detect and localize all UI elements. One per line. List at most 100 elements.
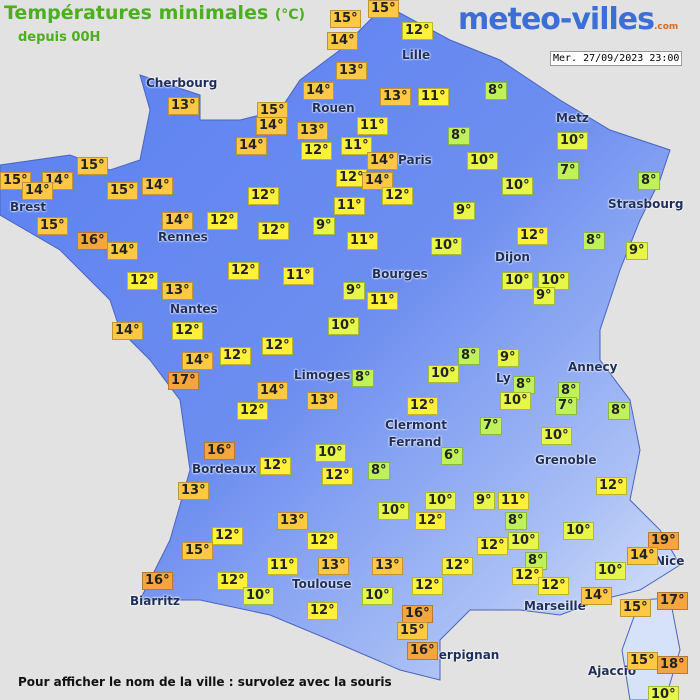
temperature-label: 12° xyxy=(248,187,279,205)
temperature-label: 15° xyxy=(107,182,138,200)
temperature-label: 12° xyxy=(517,227,548,245)
temperature-label: 6° xyxy=(441,447,463,465)
temperature-label: 13° xyxy=(307,392,338,410)
temperature-label: 12° xyxy=(336,169,367,187)
temperature-label: 10° xyxy=(500,392,531,410)
temperature-label: 9° xyxy=(453,202,475,220)
temperature-label: 10° xyxy=(243,587,274,605)
temperature-label: 8° xyxy=(458,347,480,365)
temperature-label: 12° xyxy=(307,602,338,620)
subtitle: depuis 00H xyxy=(18,30,101,45)
temperature-label: 16° xyxy=(204,442,235,460)
city-label: Nice xyxy=(655,554,685,568)
temperature-label: 7° xyxy=(555,397,577,415)
temperature-label: 8° xyxy=(505,512,527,530)
temperature-label: 16° xyxy=(407,642,438,660)
temperature-label: 12° xyxy=(407,397,438,415)
temperature-label: 13° xyxy=(168,97,199,115)
temperature-label: 12° xyxy=(258,222,289,240)
temperature-label: 14° xyxy=(112,322,143,340)
temperature-label: 10° xyxy=(595,562,626,580)
temperature-label: 18° xyxy=(657,656,688,674)
city-label: Dijon xyxy=(495,250,530,264)
temperature-label: 11° xyxy=(418,88,449,106)
temperature-label: 10° xyxy=(431,237,462,255)
temperature-label: 8° xyxy=(583,232,605,250)
temperature-label: 14° xyxy=(327,32,358,50)
temperature-label: 19° xyxy=(648,532,679,550)
temperature-label: 16° xyxy=(142,572,173,590)
temperature-label: 11° xyxy=(334,197,365,215)
temperature-label: 9° xyxy=(626,242,648,260)
temperature-label: 8° xyxy=(608,402,630,420)
city-label: Lille xyxy=(402,48,431,62)
temperature-label: 14° xyxy=(367,152,398,170)
title: Températures minimales (°C) xyxy=(4,2,305,24)
temperature-label: 16° xyxy=(77,232,108,250)
temperature-label: 12° xyxy=(212,527,243,545)
temperature-label: 8° xyxy=(352,369,374,387)
temperature-label: 14° xyxy=(303,82,334,100)
temperature-label: 8° xyxy=(638,172,660,190)
temperature-label: 16° xyxy=(402,605,433,623)
city-label: Rennes xyxy=(158,230,208,244)
temperature-label: 10° xyxy=(425,492,456,510)
temperature-label: 14° xyxy=(22,182,53,200)
temperature-label: 14° xyxy=(182,352,213,370)
city-label: Annecy xyxy=(568,360,618,374)
temperature-label: 15° xyxy=(368,0,399,18)
city-label: Bordeaux xyxy=(192,462,257,476)
temperature-label: 12° xyxy=(322,467,353,485)
temperature-label: 14° xyxy=(256,117,287,135)
temperature-label: 14° xyxy=(107,242,138,260)
temperature-label: 10° xyxy=(378,502,409,520)
city-label: Biarritz xyxy=(130,594,181,608)
city-label: Ajaccio xyxy=(588,664,637,678)
temperature-label: 7° xyxy=(557,162,579,180)
temperature-label: 10° xyxy=(315,444,346,462)
france-shape xyxy=(0,4,681,681)
temperature-label: 12° xyxy=(237,402,268,420)
title-text: Températures minimales xyxy=(4,2,269,24)
temperature-label: 12° xyxy=(262,337,293,355)
temperature-label: 14° xyxy=(627,547,658,565)
temperature-label: 11° xyxy=(347,232,378,250)
temperature-label: 13° xyxy=(277,512,308,530)
temperature-label: 15° xyxy=(182,542,213,560)
temperature-label: 14° xyxy=(257,382,288,400)
temperature-label: 13° xyxy=(380,88,411,106)
city-label: Strasbourg xyxy=(608,197,684,211)
temperature-label: 12° xyxy=(217,572,248,590)
temperature-label: 11° xyxy=(341,137,372,155)
temperature-label: 15° xyxy=(397,622,428,640)
temperature-label: 8° xyxy=(558,382,580,400)
temperature-label: 13° xyxy=(178,482,209,500)
temperature-label: 12° xyxy=(220,347,251,365)
temperature-label: 12° xyxy=(412,577,443,595)
temperature-label: 11° xyxy=(283,267,314,285)
temperature-label: 15° xyxy=(620,599,651,617)
city-label: Bourges xyxy=(372,267,428,281)
temperature-label: 10° xyxy=(508,532,539,550)
logo-text: meteo-villes xyxy=(458,2,655,37)
city-label: Brest xyxy=(10,200,47,214)
temperature-label: 10° xyxy=(328,317,359,335)
temperature-label: 10° xyxy=(541,427,572,445)
temperature-label: 8° xyxy=(525,552,547,570)
city-label: Clermont Ferrand xyxy=(385,418,448,449)
temperature-label: 8° xyxy=(448,127,470,145)
temperature-label: 17° xyxy=(657,592,688,610)
temperature-label: 8° xyxy=(368,462,390,480)
temperature-label: 12° xyxy=(301,142,332,160)
logo: meteo-villes.com xyxy=(458,2,678,37)
temperature-label: 12° xyxy=(228,262,259,280)
city-label: Paris xyxy=(398,153,432,167)
temperature-label: 8° xyxy=(513,376,535,394)
temperature-label: 11° xyxy=(498,492,529,510)
temperature-label: 17° xyxy=(168,372,199,390)
temperature-label: 12° xyxy=(127,272,158,290)
temperature-label: 12° xyxy=(477,537,508,555)
temperature-label: 8° xyxy=(485,82,507,100)
temperature-label: 15° xyxy=(627,652,658,670)
